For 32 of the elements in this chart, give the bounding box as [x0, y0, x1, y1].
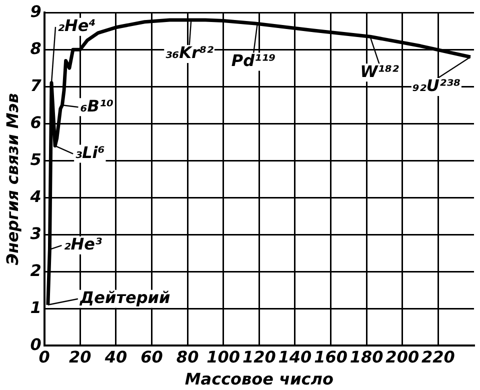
- y-tick-label: 4: [29, 186, 42, 206]
- annotation: Дейтерий: [78, 288, 170, 308]
- annotation: ₉₂U²³⁸: [412, 76, 460, 96]
- x-tick-label: 80: [176, 347, 199, 366]
- y-tick-label: 8: [30, 38, 42, 58]
- y-tick-label: 3: [30, 224, 42, 243]
- y-tick-label: 7: [30, 76, 42, 95]
- annotation: W¹⁸²: [360, 62, 399, 81]
- y-tick-label: 2: [30, 260, 42, 280]
- x-tick-label: 120: [242, 347, 276, 366]
- x-tick-label: 200: [386, 347, 420, 366]
- annotation: ₃Li⁶: [75, 142, 105, 162]
- x-axis-title: Массовое число: [184, 370, 334, 389]
- x-tick-label: 140: [278, 347, 312, 366]
- annotation: ₂He⁴: [57, 16, 96, 36]
- annotation: ₃₆Kr⁸²: [165, 43, 214, 62]
- x-tick-label: 60: [140, 347, 163, 366]
- annotation: ₂He³: [64, 234, 102, 254]
- y-tick-label: 0: [30, 334, 42, 354]
- annotation: Pd¹¹⁹: [231, 50, 276, 70]
- y-axis-title: Энергия связи Мэв: [2, 93, 22, 266]
- x-tick-label: 100: [206, 347, 240, 366]
- x-tick-label: 40: [104, 347, 128, 366]
- y-tick-label: 5: [30, 150, 42, 169]
- x-tick-label: 180: [350, 347, 384, 366]
- y-tick-label: 1: [30, 298, 42, 317]
- y-tick-label: 6: [30, 112, 42, 132]
- x-tick-label: 220: [421, 347, 455, 366]
- y-tick-label: 9: [30, 2, 42, 21]
- annotation: ₆B¹⁰: [80, 96, 114, 116]
- x-tick-label: 20: [69, 347, 92, 366]
- x-tick-label: 160: [314, 347, 348, 366]
